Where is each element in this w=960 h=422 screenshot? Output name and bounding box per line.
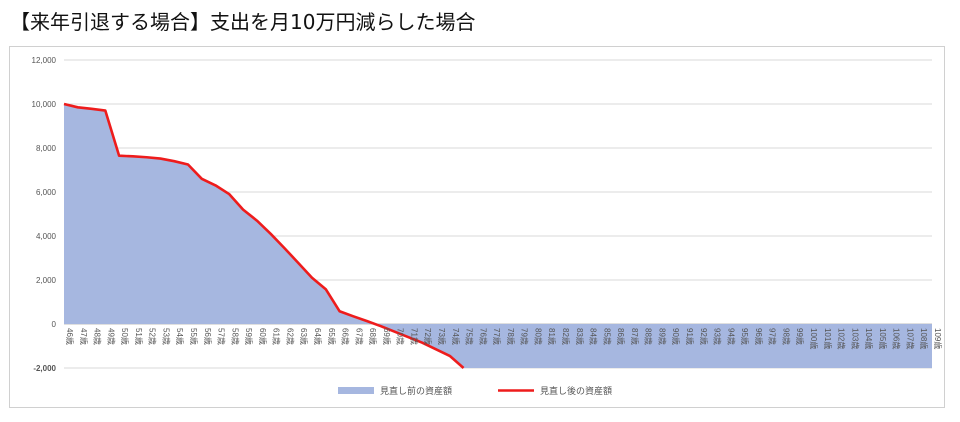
x-tick-label: 88歳 — [644, 328, 654, 345]
x-tick-label: 103歳 — [850, 328, 860, 349]
legend-swatch-area — [338, 387, 374, 394]
x-tick-label: 104歳 — [864, 328, 874, 349]
x-tick-label: 76歳 — [478, 328, 488, 345]
x-tick-label: 108歳 — [919, 328, 929, 349]
x-tick-label: 67歳 — [354, 328, 364, 345]
x-tick-label: 97歳 — [768, 328, 778, 345]
x-tick-label: 66歳 — [341, 328, 351, 345]
x-tick-label: 84歳 — [589, 328, 599, 345]
x-tick-label: 50歳 — [120, 328, 130, 345]
x-tick-label: 53歳 — [161, 328, 171, 345]
x-tick-label: 95歳 — [740, 328, 750, 345]
y-tick-label: -2,000 — [33, 364, 56, 373]
x-tick-label: 55歳 — [189, 328, 199, 345]
x-tick-label: 75歳 — [465, 328, 475, 345]
y-tick-label: 8,000 — [36, 144, 57, 153]
x-tick-label: 68歳 — [368, 328, 378, 345]
y-tick-label: 12,000 — [32, 56, 57, 65]
page-title: 【来年引退する場合】支出を月10万円減らした場合 — [10, 10, 476, 34]
x-tick-label: 70歳 — [396, 328, 406, 345]
x-tick-label: 102歳 — [837, 328, 847, 349]
chart: -2,00002,0004,0006,0008,00010,00012,000 … — [32, 56, 943, 396]
area-series-layer — [64, 104, 932, 368]
y-tick-label: 2,000 — [36, 276, 57, 285]
x-tick-label: 65歳 — [327, 328, 337, 345]
legend-label: 見直し後の資産額 — [540, 385, 612, 396]
legend: 見直し前の資産額 見直し後の資産額 — [338, 385, 612, 396]
x-tick-label: 78歳 — [506, 328, 516, 345]
x-tick-label: 83歳 — [575, 328, 585, 345]
y-tick-label: 0 — [52, 320, 57, 329]
x-tick-label: 46歳 — [65, 328, 75, 345]
y-tick-label: 10,000 — [32, 100, 57, 109]
x-tick-label: 51歳 — [134, 328, 144, 345]
x-tick-label: 61歳 — [272, 328, 282, 345]
x-tick-label: 106歳 — [892, 328, 902, 349]
x-tick-label: 62歳 — [285, 328, 295, 345]
x-tick-label: 82歳 — [561, 328, 571, 345]
x-tick-label: 58歳 — [230, 328, 240, 345]
x-tick-label: 56歳 — [203, 328, 213, 345]
x-tick-label: 92歳 — [699, 328, 709, 345]
x-tick-label: 105歳 — [878, 328, 888, 349]
x-tick-label: 79歳 — [520, 328, 530, 345]
area-series-before — [64, 104, 932, 368]
y-tick-label: 6,000 — [36, 188, 57, 197]
x-tick-label: 96歳 — [754, 328, 764, 345]
x-axis-tick-labels: 46歳 47歳 48歳 49歳 50歳 51歳 52歳 53歳 54歳 55歳 56歳 57歳 58歳 5… — [65, 328, 943, 349]
x-tick-label: 73歳 — [437, 328, 447, 345]
x-tick-label: 69歳 — [382, 328, 392, 345]
x-tick-label: 93歳 — [713, 328, 723, 345]
y-axis-tick-labels: -2,000 0 2,000 4,000 6,000 8,000 10,000 12,000 — [32, 56, 57, 373]
x-tick-label: 63歳 — [299, 328, 309, 345]
x-tick-label: 54歳 — [175, 328, 185, 345]
x-tick-label: 99歳 — [795, 328, 805, 345]
x-tick-label: 64歳 — [313, 328, 323, 345]
y-tick-label: 4,000 — [36, 232, 57, 241]
x-tick-label: 52歳 — [148, 328, 158, 345]
x-tick-label: 87歳 — [630, 328, 640, 345]
x-tick-label: 74歳 — [451, 328, 461, 345]
x-tick-label: 100歳 — [809, 328, 819, 349]
x-tick-label: 48歳 — [93, 328, 103, 345]
x-tick-label: 86歳 — [616, 328, 626, 345]
x-tick-label: 109歳 — [933, 328, 943, 349]
x-tick-label: 59歳 — [244, 328, 254, 345]
x-tick-label: 72歳 — [423, 328, 433, 345]
x-tick-label: 89歳 — [657, 328, 667, 345]
legend-label: 見直し前の資産額 — [380, 385, 452, 396]
chart-frame: -2,000 0 2,000 4,000 6,000 8,000 10,000 12,000 … — [9, 46, 945, 408]
x-tick-label: 94歳 — [726, 328, 736, 345]
x-tick-label: 80歳 — [533, 328, 543, 345]
x-tick-label: 71歳 — [409, 328, 419, 345]
x-tick-label: 47歳 — [79, 328, 89, 345]
x-tick-label: 60歳 — [258, 328, 268, 345]
x-tick-label: 107歳 — [905, 328, 915, 349]
x-tick-label: 90歳 — [671, 328, 681, 345]
x-tick-label: 77歳 — [492, 328, 502, 345]
x-tick-label: 98歳 — [781, 328, 791, 345]
x-tick-label: 81歳 — [547, 328, 557, 345]
x-tick-label: 57歳 — [217, 328, 227, 345]
line-series-layer — [63, 102, 465, 369]
x-tick-label: 49歳 — [106, 328, 116, 345]
x-tick-label: 101歳 — [823, 328, 833, 349]
x-tick-label: 91歳 — [685, 328, 695, 345]
line-series-after — [63, 102, 465, 369]
x-tick-label: 85歳 — [602, 328, 612, 345]
